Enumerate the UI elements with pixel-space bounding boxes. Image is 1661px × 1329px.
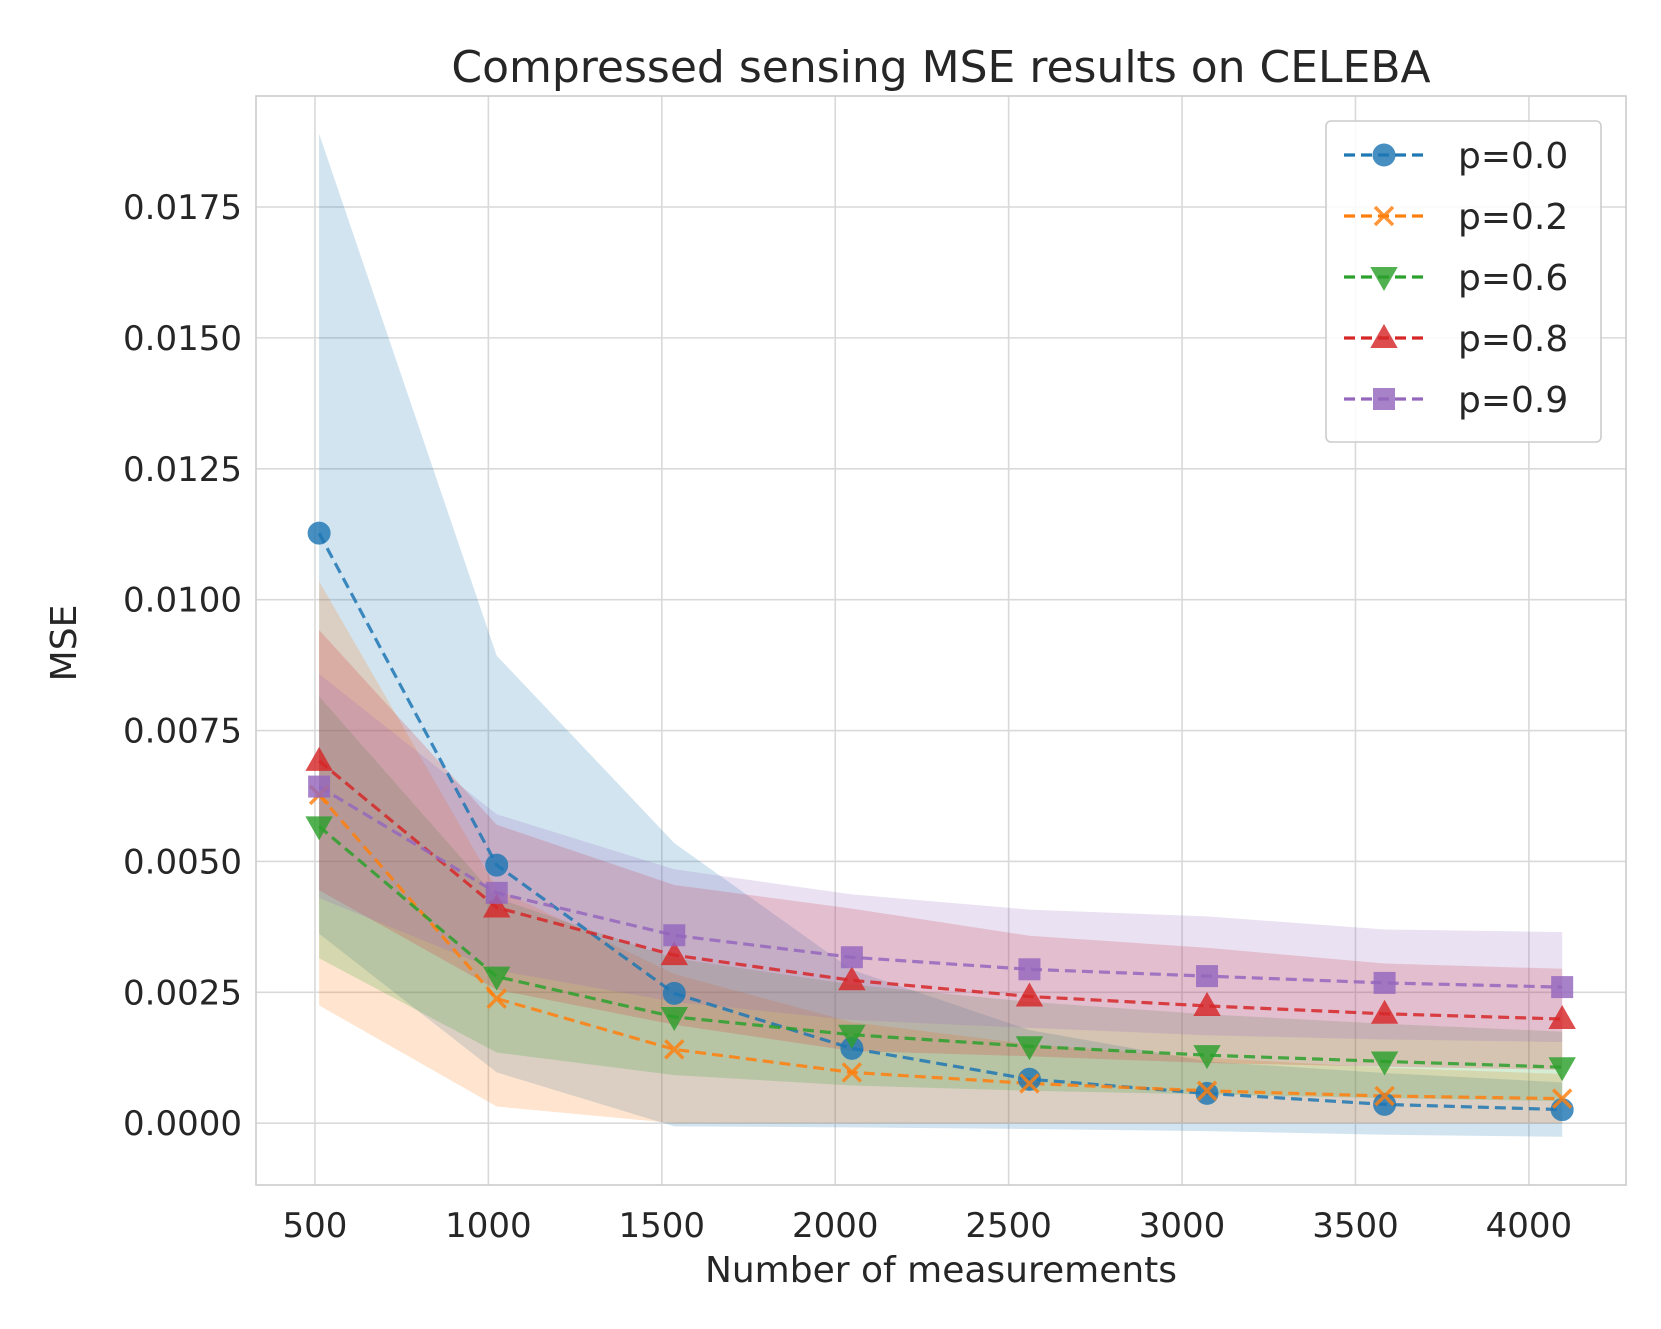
marker-p-0-6: [838, 1024, 866, 1049]
marker-p-0-8: [482, 893, 511, 918]
marker-p-0-2: [1019, 1073, 1040, 1094]
marker-p-0-0: [485, 853, 509, 877]
series-lines: [317, 532, 1563, 1112]
marker-p-0-8: [1548, 1005, 1576, 1030]
marker-p-0-9: [663, 924, 686, 947]
x-tick-label: 1500: [619, 1206, 706, 1246]
y-tick-label: 0.0125: [123, 450, 242, 490]
marker-p-0-6: [660, 1006, 689, 1031]
chart-title: Compressed sensing MSE results on CELEBA: [451, 42, 1430, 93]
marker-p-0-0: [1017, 1067, 1041, 1091]
marker-p-0-9: [1551, 976, 1574, 999]
marker-p-0-8: [1193, 991, 1221, 1016]
marker-p-0-8: [660, 941, 689, 966]
legend-label: p=0.8: [1458, 319, 1568, 360]
x-tick-label: 500: [283, 1206, 348, 1246]
legend-label: p=0.0: [1458, 136, 1568, 177]
confidence-bands: [319, 133, 1563, 1137]
band-p-0-0: [319, 133, 1563, 1137]
marker-legend-p-0-8: [1370, 323, 1398, 348]
marker-p-0-9: [840, 946, 863, 969]
x-tick-label: 2500: [965, 1206, 1052, 1246]
x-tick-label: 3000: [1139, 1206, 1226, 1246]
x-tick-label: 1000: [445, 1206, 532, 1246]
band-p-0-8: [319, 630, 1563, 1070]
line-p-0-8: [318, 759, 1563, 1021]
y-tick-labels: 0.0000 0.0025 0.0050 0.0075 0.0100 0.0125 0.01…: [123, 188, 242, 1144]
marker-p-0-9: [1018, 958, 1041, 981]
marker-p-0-2: [664, 1039, 685, 1060]
y-tick-label: 0.0000: [123, 1104, 242, 1144]
y-tick-label: 0.0025: [123, 973, 242, 1013]
x-tick-label: 3500: [1312, 1206, 1399, 1246]
marker-p-0-0: [307, 521, 331, 545]
x-tick-label: 2000: [792, 1206, 879, 1246]
x-tick-label: 4000: [1486, 1206, 1573, 1246]
line-p-0-0: [317, 532, 1563, 1112]
marker-legend-p-0-2: [1373, 205, 1395, 227]
marker-p-0-8: [1015, 982, 1044, 1007]
y-axis-label: MSE: [44, 605, 85, 682]
series-markers: [305, 521, 1576, 1122]
plot-frame: [255, 95, 1627, 1186]
marker-p-0-8: [1370, 999, 1399, 1024]
band-p-0-2: [319, 581, 1563, 1124]
marker-legend-p-0-6: [1370, 267, 1398, 292]
marker-p-0-9: [1373, 971, 1396, 994]
legend-label: p=0.9: [1458, 380, 1568, 421]
y-tick-label: 0.0050: [123, 842, 242, 882]
marker-p-0-0: [662, 981, 686, 1005]
y-tick-label: 0.0175: [123, 188, 242, 228]
marker-p-0-2: [1551, 1088, 1573, 1109]
marker-p-0-6: [305, 816, 333, 841]
marker-p-0-9: [485, 881, 508, 904]
marker-p-0-6: [1193, 1045, 1221, 1070]
x-tick-labels: 500 1000 1500 2000 2500 3000 3500 4000: [283, 1206, 1573, 1246]
band-p-0-9: [319, 674, 1563, 1043]
line-p-0-2: [317, 793, 1563, 1101]
legend: p=0.0 p=0.2 p=0.6 p=0.8 p=0.9: [1325, 120, 1602, 443]
marker-p-0-6: [482, 966, 511, 991]
band-p-0-6: [319, 696, 1563, 1102]
legend-label: p=0.2: [1458, 197, 1568, 238]
legend-box: [1325, 120, 1602, 443]
marker-p-0-2: [486, 988, 507, 1009]
marker-p-0-8: [838, 966, 866, 991]
marker-p-0-8: [305, 746, 333, 771]
line-p-0-6: [318, 825, 1563, 1069]
marker-p-0-2: [1196, 1080, 1218, 1101]
y-tick-label: 0.0100: [123, 581, 242, 621]
y-tick-label: 0.0075: [123, 712, 242, 752]
marker-p-0-2: [841, 1062, 863, 1083]
y-tick-label: 0.0150: [123, 319, 242, 359]
marker-legend-p-0-9: [1373, 388, 1395, 410]
marker-p-0-0: [1550, 1098, 1574, 1122]
marker-legend-p-0-0: [1372, 143, 1396, 167]
marker-p-0-9: [308, 775, 331, 798]
marker-p-0-6: [1015, 1036, 1044, 1061]
marker-p-0-6: [1548, 1057, 1576, 1082]
marker-p-0-2: [1374, 1085, 1395, 1107]
line-p-0-9: [318, 785, 1563, 989]
marker-p-0-9: [1196, 965, 1219, 988]
legend-label: p=0.6: [1458, 258, 1568, 299]
marker-p-0-6: [1370, 1051, 1399, 1076]
x-axis-label: Number of measurements: [705, 1250, 1177, 1291]
marker-p-0-0: [1195, 1081, 1219, 1105]
